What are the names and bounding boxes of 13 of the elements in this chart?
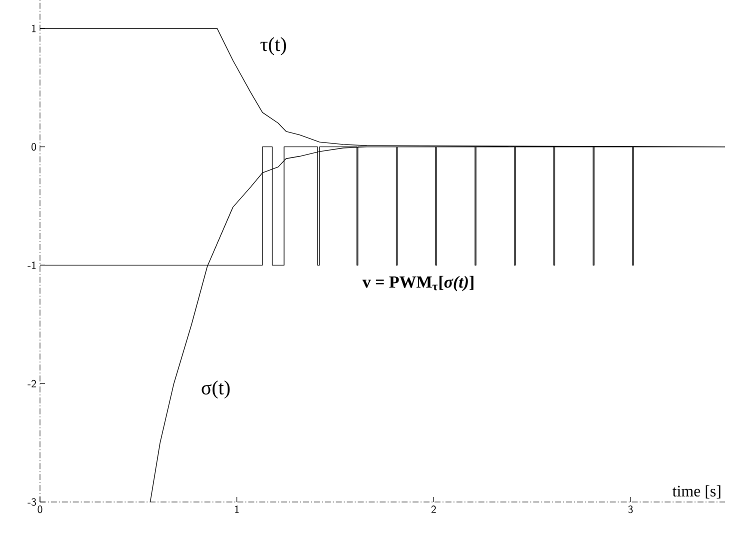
x-tick-label: 0 [38,506,42,514]
series-label: τ(t) [260,37,286,56]
x-tick-label: 1 [235,506,239,513]
y-tick-label: 1 [32,24,36,32]
series-label: v = PWM$_{τ}$[σ(t)] [362,276,474,292]
y-tick-label: 0 [32,142,36,151]
series-label: σ(t) [202,380,230,399]
x-axis-title: time [s] [672,485,720,498]
y-tick-label: -1 [28,262,36,269]
y-tick-label: -2 [28,380,36,388]
x-tick-label: 3 [628,506,633,514]
y-tick-label: -3 [28,498,36,506]
x-tick-label: 2 [431,506,436,513]
